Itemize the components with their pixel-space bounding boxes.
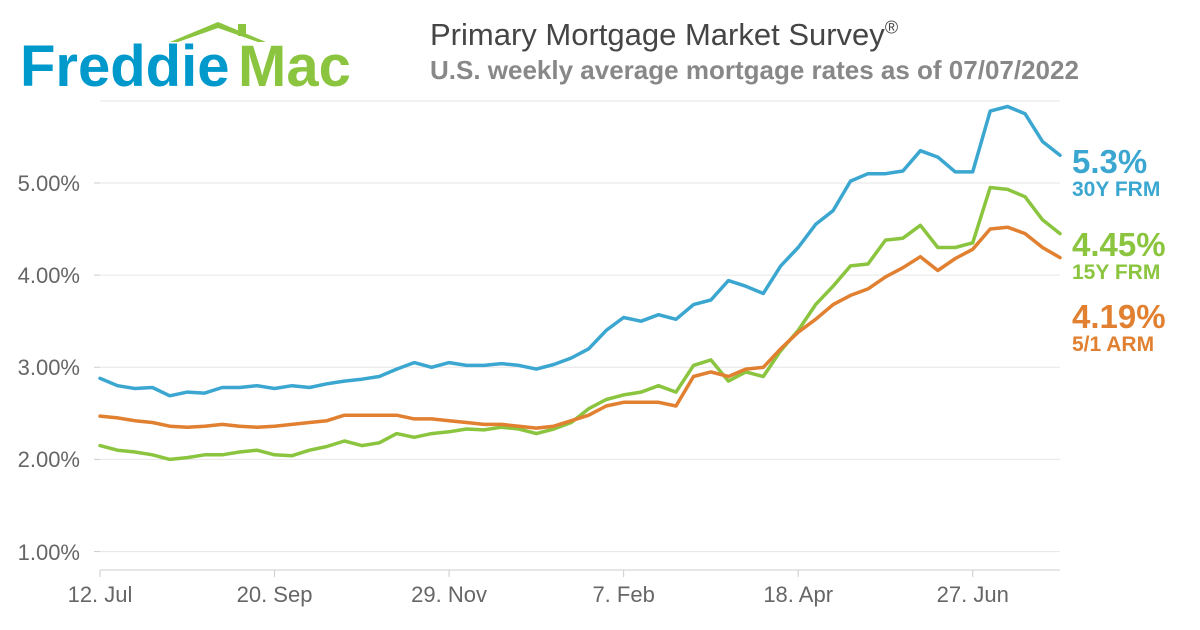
chart-title: Primary Mortgage Market Survey®	[430, 17, 1079, 53]
series-end-label: 4.19%5/1 ARM	[1072, 300, 1166, 356]
x-tick-label: 29. Nov	[411, 582, 487, 608]
series-end-value: 5.3%	[1072, 145, 1160, 178]
x-tick-label: 12. Jul	[68, 582, 133, 608]
y-tick-label: 5.00%	[0, 171, 80, 197]
chart-svg	[0, 100, 1200, 620]
chart-title-suffix: ®	[885, 18, 898, 38]
series-end-name: 30Y FRM	[1072, 178, 1160, 201]
series-end-value: 4.45%	[1072, 228, 1166, 261]
chart-container: Freddie Mac Primary Mortgage Market Surv…	[0, 0, 1200, 630]
series-end-name: 15Y FRM	[1072, 261, 1166, 284]
series-end-value: 4.19%	[1072, 300, 1166, 333]
series-end-label: 5.3%30Y FRM	[1072, 145, 1160, 201]
y-tick-label: 1.00%	[0, 540, 80, 566]
chart-area: 1.00% 2.00% 3.00% 4.00% 5.00% 12. Jul 20. Sep…	[0, 100, 1200, 620]
x-tick-label: 27. Jun	[937, 582, 1009, 608]
chart-subtitle: U.S. weekly average mortgage rates as of…	[430, 55, 1079, 86]
logo-text-freddie: Freddie	[20, 34, 230, 99]
x-tick-label: 20. Sep	[237, 582, 313, 608]
logo-svg: Freddie Mac	[20, 20, 390, 100]
y-tick-label: 3.00%	[0, 355, 80, 381]
logo-text-mac: Mac	[238, 34, 351, 99]
series-line-5-1-arm	[100, 227, 1060, 428]
chart-title-text: Primary Mortgage Market Survey	[430, 17, 885, 52]
y-tick-label: 4.00%	[0, 263, 80, 289]
header: Freddie Mac Primary Mortgage Market Surv…	[20, 12, 1180, 92]
x-tick-label: 18. Apr	[763, 582, 833, 608]
series-end-label: 4.45%15Y FRM	[1072, 228, 1166, 284]
series-line-30y-frm	[100, 107, 1060, 396]
x-tick-label: 7. Feb	[592, 582, 654, 608]
series-end-name: 5/1 ARM	[1072, 333, 1166, 356]
y-tick-label: 2.00%	[0, 447, 80, 473]
title-block: Primary Mortgage Market Survey® U.S. wee…	[430, 17, 1079, 86]
freddie-mac-logo: Freddie Mac	[20, 20, 390, 105]
